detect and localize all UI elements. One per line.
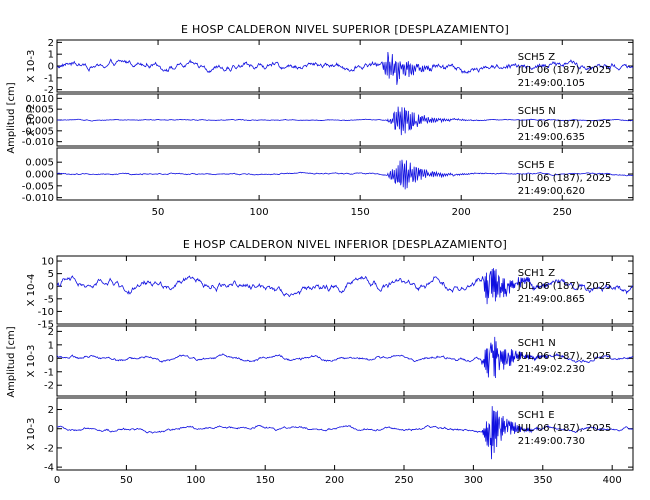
waveform-inf-z bbox=[56, 268, 634, 305]
y-tick-label: 1 bbox=[48, 50, 54, 61]
y-tick-label: -2 bbox=[44, 381, 54, 392]
y-tick-label: -0.005 bbox=[22, 126, 54, 137]
y-tick-label: 0 bbox=[48, 424, 54, 435]
channel-label: SCH1 E bbox=[518, 410, 555, 421]
x-tick-label: 200 bbox=[452, 207, 471, 218]
trace-panel-inf-n: 2 1 0 -1 -2 X 10-3 SCH1 N JUL 06 (187), 2025 21:… bbox=[26, 325, 634, 397]
scale-label: X 10-4 bbox=[26, 274, 37, 307]
date-label: JUL 06 (187), 2025 bbox=[517, 351, 612, 362]
x-tick-label: 150 bbox=[256, 475, 275, 486]
date-label: JUL 06 (187), 2025 bbox=[517, 65, 612, 76]
y-tick-label: 0.005 bbox=[25, 158, 54, 169]
date-label: JUL 06 (187), 2025 bbox=[517, 119, 612, 130]
y-tick-label: 0.000 bbox=[25, 116, 54, 127]
x-tick-label: 350 bbox=[533, 475, 552, 486]
chart-nivel-inferior: E HOSP CALDERON NIVEL INFERIOR [DESPLAZA… bbox=[6, 238, 634, 486]
chart-title: E HOSP CALDERON NIVEL SUPERIOR [DESPLAZA… bbox=[181, 23, 509, 36]
y-tick-label: -2 bbox=[44, 85, 54, 96]
x-tick-label: 100 bbox=[250, 207, 269, 218]
date-label: JUL 06 (187), 2025 bbox=[517, 173, 612, 184]
y-tick-label: 0 bbox=[48, 282, 54, 293]
trace-panel-sup-z: 210-1-2 X 10-3 SCH5 Z JUL 06 (187), 2025 21:… bbox=[26, 38, 634, 96]
panel-frame bbox=[56, 255, 634, 325]
y-tick-label: -0.010 bbox=[22, 137, 54, 148]
scale-label: X 10-3 bbox=[26, 418, 37, 451]
x-tick-label: 300 bbox=[464, 475, 483, 486]
y-tick-label: -2 bbox=[44, 443, 54, 454]
x-tick-label: 250 bbox=[394, 475, 413, 486]
y-tick-label: 0.010 bbox=[25, 94, 54, 105]
y-tick-label: 0 bbox=[48, 62, 54, 73]
scale-label: X 10-3 bbox=[26, 50, 37, 83]
x-tick-label: 100 bbox=[186, 475, 205, 486]
date-label: JUL 06 (187), 2025 bbox=[517, 423, 612, 434]
time-label: 21:49:00.105 bbox=[518, 78, 585, 89]
channel-label: SCH1 Z bbox=[518, 268, 555, 279]
x-tick-label: 50 bbox=[152, 207, 165, 218]
y-tick-label: -1 bbox=[44, 367, 54, 378]
time-label: 21:49:00.730 bbox=[518, 436, 585, 447]
x-tick-label: 400 bbox=[603, 475, 622, 486]
y-tick-label: 2 bbox=[48, 405, 54, 416]
y-tick-label: -10 bbox=[38, 307, 54, 318]
channel-label: SCH5 N bbox=[518, 106, 556, 117]
y-tick-label: -0.005 bbox=[22, 181, 54, 192]
chart-title: E HOSP CALDERON NIVEL INFERIOR [DESPLAZA… bbox=[183, 238, 507, 251]
y-axis-label: Amplitud [cm] bbox=[6, 82, 17, 153]
y-tick-label: 0.005 bbox=[25, 105, 54, 116]
panel-frame bbox=[56, 325, 634, 397]
channel-label: SCH1 N bbox=[518, 338, 556, 349]
waveform-inf-n bbox=[56, 336, 634, 379]
waveform-sup-n bbox=[56, 106, 634, 136]
x-tick-label: 200 bbox=[325, 475, 344, 486]
channel-label: SCH5 Z bbox=[518, 52, 555, 63]
y-tick-label: 2 bbox=[48, 38, 54, 49]
waveform-sup-z bbox=[56, 51, 634, 85]
y-tick-label: -1 bbox=[44, 73, 54, 84]
x-tick-label: 150 bbox=[351, 207, 370, 218]
y-tick-label: 0 bbox=[48, 354, 54, 365]
waveform-inf-e bbox=[56, 406, 634, 460]
scale-label: X 10-2 bbox=[26, 104, 37, 137]
y-tick-label: 0.000 bbox=[25, 170, 54, 181]
y-tick-label: 2 bbox=[48, 327, 54, 338]
trace-panel-inf-e: 2 0 -2 -4 X 10-3 SCH1 E JUL 06 (187), 2025 21:4… bbox=[26, 397, 634, 474]
x-tick-label: 250 bbox=[553, 207, 572, 218]
channel-label: SCH5 E bbox=[518, 160, 555, 171]
trace-panel-inf-z: 105 0-5 -10 -15 X 10-4 SCH1 Z JUL 06 (187), 20… bbox=[26, 255, 634, 331]
x-tick-label: 50 bbox=[120, 475, 133, 486]
y-tick-label: -0.010 bbox=[22, 193, 54, 204]
waveform-sup-e bbox=[56, 159, 634, 190]
y-tick-label: -15 bbox=[38, 320, 54, 331]
x-tick-label: 0 bbox=[54, 475, 60, 486]
plot-layer: E HOSP CALDERON NIVEL SUPERIOR [DESPLAZA… bbox=[6, 23, 634, 486]
y-axis-label: Amplitud [cm] bbox=[6, 326, 17, 397]
date-label: JUL 06 (187), 2025 bbox=[517, 281, 612, 292]
time-label: 21:49:02.230 bbox=[518, 364, 585, 375]
y-tick-label: 1 bbox=[48, 340, 54, 351]
chart-nivel-superior: E HOSP CALDERON NIVEL SUPERIOR [DESPLAZA… bbox=[6, 23, 634, 218]
y-tick-label: 5 bbox=[48, 269, 54, 280]
scale-label: X 10-3 bbox=[26, 345, 37, 378]
y-tick-label: 10 bbox=[41, 257, 54, 268]
time-label: 21:49:00.865 bbox=[518, 294, 585, 305]
time-label: 21:49:00.635 bbox=[518, 132, 585, 143]
y-tick-label: -5 bbox=[44, 294, 54, 305]
y-tick-label: -4 bbox=[44, 463, 54, 474]
time-label: 21:49:00.620 bbox=[518, 186, 585, 197]
panel-frame bbox=[56, 397, 634, 471]
